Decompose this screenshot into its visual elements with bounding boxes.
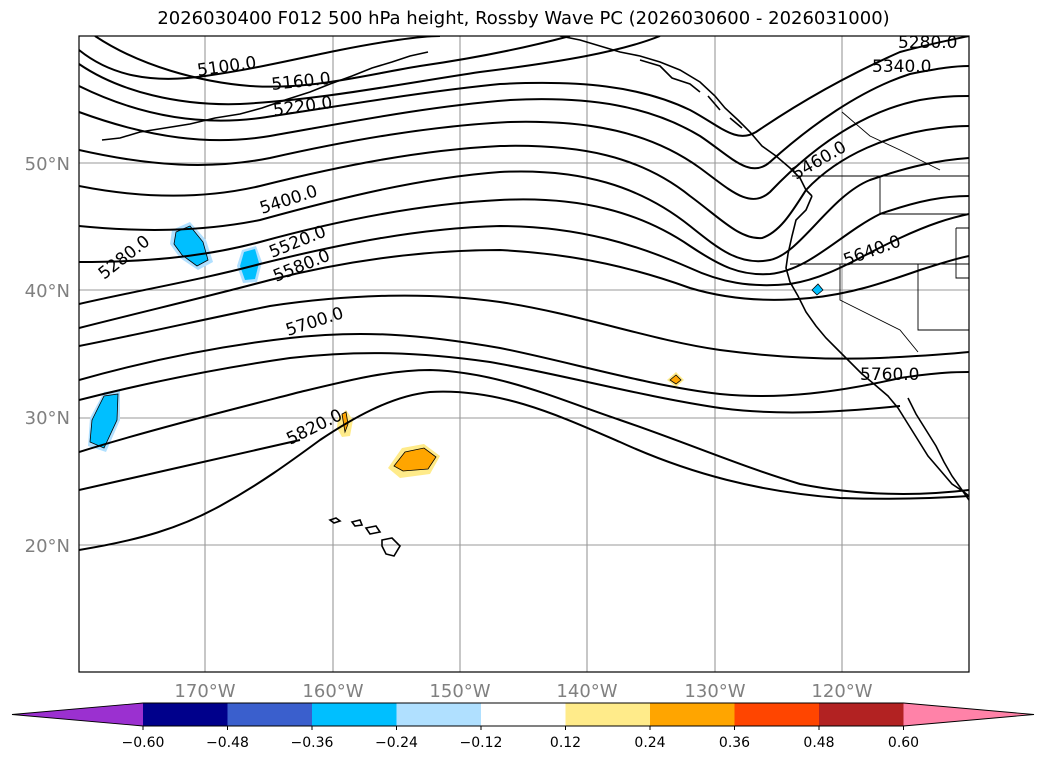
state-border-3 — [839, 264, 919, 353]
lon-label-120w: 120°W — [811, 681, 872, 702]
contour-5220 — [79, 36, 661, 106]
contour-5100 — [79, 36, 441, 80]
colorbar-extend-low — [12, 703, 143, 726]
contour-5760 — [79, 332, 969, 398]
contour-5640 — [79, 213, 969, 305]
colorbar-tick-label: 0.36 — [719, 735, 750, 751]
contour-5580 — [79, 195, 969, 276]
lat-label-40n: 40°N — [25, 281, 70, 302]
contour-label: 5280.0 — [898, 33, 957, 53]
neg-anomaly-spot-4 — [811, 283, 824, 296]
colorbar-extend-high — [903, 703, 1034, 726]
colorbar-tick-label: −0.24 — [375, 735, 418, 751]
colorbar-segment — [396, 703, 482, 726]
height-contours — [79, 36, 969, 551]
colorbar-segment — [227, 703, 313, 726]
colorbar-tick-label: 0.48 — [803, 735, 834, 751]
colorbar-tick-label: −0.36 — [291, 735, 334, 751]
lon-label-140w: 140°W — [556, 681, 617, 702]
colorbar-tick-label: 0.60 — [888, 735, 919, 751]
contour-5880b — [79, 390, 969, 551]
contour-5700 — [79, 248, 969, 329]
contour-5340 — [79, 65, 969, 170]
pos-anomaly-blob-1-core — [393, 447, 437, 472]
baja-gulf-coast — [907, 397, 969, 501]
state-border-4 — [917, 264, 969, 331]
contour-5160 — [94, 36, 571, 88]
state-border-5 — [955, 227, 969, 279]
pos-anomaly-blob-2-core — [341, 411, 349, 434]
colorbar-segment — [481, 703, 566, 726]
anomaly-shading — [88, 222, 824, 478]
hawaii — [328, 517, 402, 557]
neg-anomaly-blob-3-core — [89, 393, 119, 449]
colorbar-segment — [650, 703, 735, 726]
neg-anomaly-blob-2-core — [240, 249, 259, 280]
colorbar-tick-label: 0.12 — [550, 735, 581, 751]
contour-5760b — [79, 352, 901, 414]
colorbar-segment — [143, 703, 228, 726]
contour-5880 — [79, 439, 301, 491]
contour-label: 5760.0 — [860, 365, 919, 385]
colorbar-tick-label: 0.24 — [634, 735, 665, 751]
colorbar-segment — [734, 703, 820, 726]
contour-label: 5340.0 — [872, 57, 931, 77]
lon-label-160w: 160°W — [302, 681, 363, 702]
lon-label-150w: 150°W — [429, 681, 490, 702]
lon-labels: 170°W 160°W 150°W 140°W 130°W 120°W — [174, 681, 872, 702]
colorbar-tick-label: −0.12 — [460, 735, 503, 751]
aleutian-coast — [101, 51, 429, 141]
colorbar: −0.60 −0.48 −0.36 −0.24 −0.12 0.12 0.24 0.36 0.4… — [11, 702, 1035, 751]
lat-labels: 50°N 40°N 30°N 20°N — [25, 154, 70, 557]
colorbar-segment — [312, 703, 397, 726]
contour-5460 — [79, 125, 969, 240]
lon-label-130w: 130°W — [684, 681, 745, 702]
colorbar-segment — [565, 703, 651, 726]
lat-label-30n: 30°N — [25, 408, 70, 429]
colorbar-tick-label: −0.60 — [122, 735, 165, 751]
alaska-islands — [639, 59, 743, 129]
lat-label-50n: 50°N — [25, 154, 70, 175]
contour-5520 — [79, 157, 969, 263]
map-frame — [78, 35, 970, 673]
contour-5280 — [79, 36, 969, 137]
map-title: 2026030400 F012 500 hPa height, Rossby W… — [157, 8, 890, 29]
colorbar-tick-label: −0.48 — [206, 735, 249, 751]
lon-label-170w: 170°W — [174, 681, 235, 702]
contour-5400 — [79, 95, 969, 200]
contour-5820 — [79, 368, 969, 495]
lat-label-20n: 20°N — [25, 536, 70, 557]
pos-anomaly-spot-3-core — [669, 374, 682, 385]
colorbar-segment — [819, 703, 904, 726]
contour-5700b — [79, 294, 969, 360]
